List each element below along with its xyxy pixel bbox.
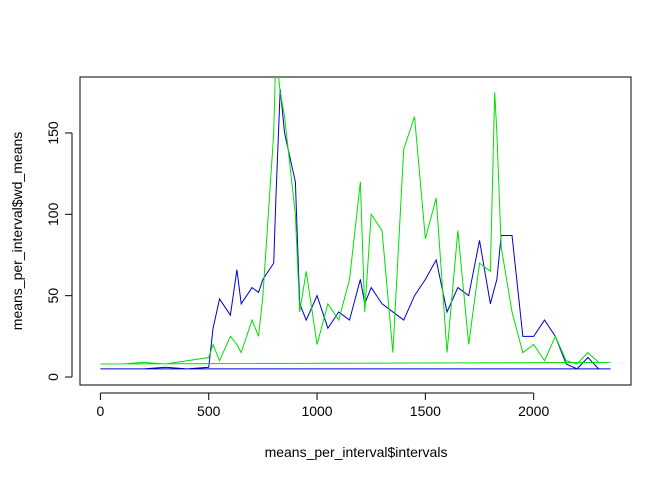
y-axis-label: means_per_interval$wd_means (9, 132, 25, 330)
y-tick-label: 150 (45, 121, 61, 145)
x-tick-label: 0 (97, 403, 105, 419)
x-tick-label: 1500 (410, 403, 441, 419)
x-tick-label: 2000 (518, 403, 549, 419)
y-tick-label: 50 (45, 288, 61, 304)
y-tick-label: 100 (45, 202, 61, 226)
y-tick-label: 0 (45, 373, 61, 381)
data-line (100, 77, 611, 365)
x-tick-label: 500 (197, 403, 221, 419)
plot-area (100, 77, 611, 370)
x-axis-label: means_per_interval$intervals (265, 444, 448, 460)
plot-box (79, 76, 632, 386)
x-tick-label: 1000 (301, 403, 332, 419)
